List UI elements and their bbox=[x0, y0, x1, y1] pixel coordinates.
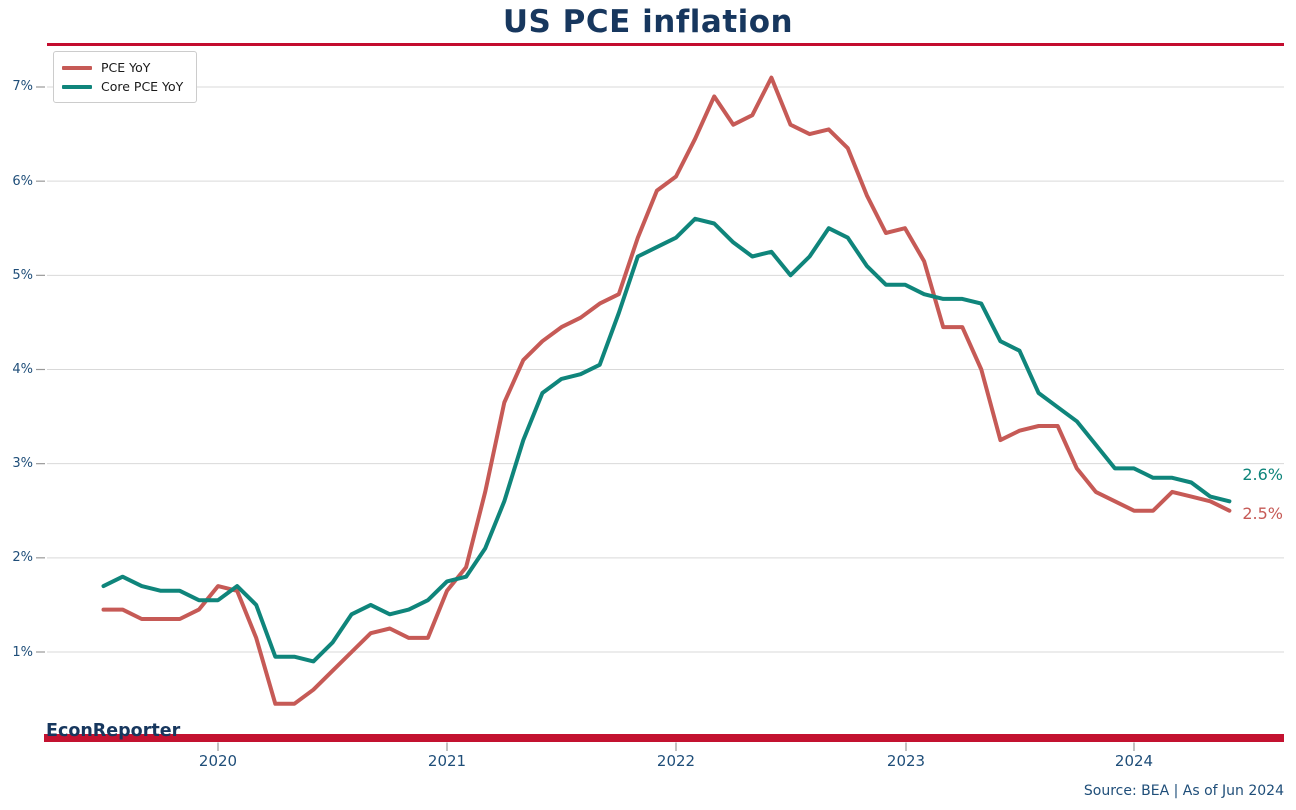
x-tick-label-2023: 2023 bbox=[886, 752, 926, 770]
title-rule bbox=[47, 43, 1284, 46]
pce-latest-value-label: 2.5% bbox=[1242, 504, 1283, 523]
x-tick-label-2021: 2021 bbox=[427, 752, 467, 770]
legend-item-pce: PCE YoY bbox=[62, 58, 196, 77]
x-tick-label-2020: 2020 bbox=[198, 752, 238, 770]
bottom-accent-bar bbox=[44, 734, 1284, 742]
legend-label-core-pce: Core PCE YoY bbox=[101, 79, 184, 94]
legend-label-pce: PCE YoY bbox=[101, 60, 151, 75]
chart-title: US PCE inflation bbox=[502, 4, 794, 40]
series-line-pce-yoy bbox=[101, 75, 1232, 706]
y-tick-label-2%: 2% bbox=[12, 550, 33, 566]
pce-line-swatch bbox=[62, 65, 92, 70]
y-tick-label-3%: 3% bbox=[12, 456, 33, 472]
series-line-core-pce-yoy bbox=[101, 216, 1232, 664]
y-tick-label-7%: 7% bbox=[12, 79, 33, 95]
econreporter-watermark: EconReporter bbox=[46, 721, 181, 741]
legend-item-core-pce: Core PCE YoY bbox=[62, 77, 196, 96]
core-pce-line-swatch bbox=[62, 84, 92, 89]
y-tick-label-4%: 4% bbox=[12, 361, 33, 377]
source-note: Source: BEA | As of Jun 2024 bbox=[1083, 783, 1284, 799]
x-tick-label-2022: 2022 bbox=[656, 752, 696, 770]
core-pce-latest-value-label: 2.6% bbox=[1242, 465, 1283, 484]
y-tick-label-6%: 6% bbox=[12, 173, 33, 189]
y-tick-label-1%: 1% bbox=[12, 644, 33, 660]
legend: PCE YoY Core PCE YoY bbox=[53, 51, 197, 103]
y-tick-label-5%: 5% bbox=[12, 267, 33, 283]
x-tick-label-2024: 2024 bbox=[1114, 752, 1154, 770]
